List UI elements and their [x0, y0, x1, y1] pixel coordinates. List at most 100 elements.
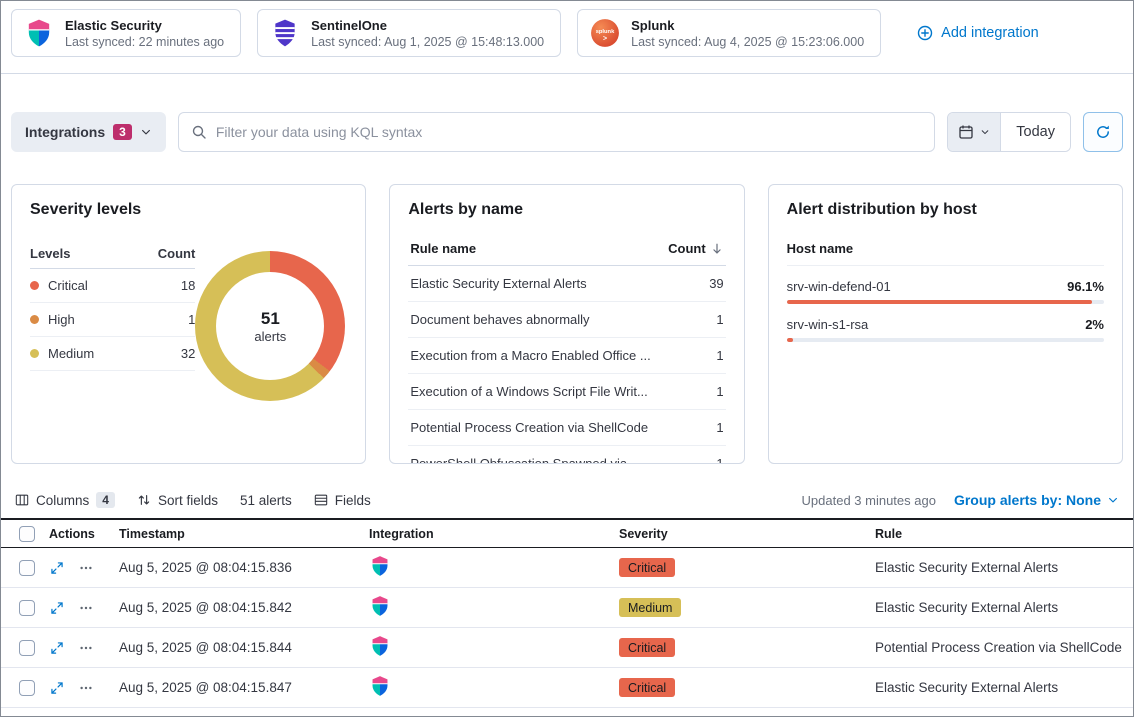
kql-search-box [177, 112, 936, 152]
alert-timestamp: Aug 5, 2025 @ 08:04:15.844 [119, 640, 292, 655]
severity-label: Critical [48, 278, 88, 293]
host-percentage: 96.1% [1067, 279, 1104, 294]
elastic-security-logo-icon [24, 18, 54, 48]
severity-badge: Medium [619, 598, 682, 617]
severity-donut: 51 alerts [195, 251, 346, 401]
rule-count-row: Elastic Security External Alerts 39 [408, 266, 726, 302]
sort-fields-button[interactable]: Sort fields [137, 493, 218, 508]
columns-icon [15, 493, 29, 507]
chevron-down-icon [980, 127, 990, 137]
alerts-count: 51 alerts [240, 492, 292, 508]
integration-card-splunk[interactable]: Splunk Last synced: Aug 4, 2025 @ 15:23:… [577, 9, 882, 57]
severity-count: 32 [180, 346, 196, 361]
refresh-button[interactable] [1083, 112, 1123, 152]
col-count: Count [668, 241, 706, 256]
rule-count-row: Execution of a Windows Script File Writ.… [408, 374, 726, 410]
more-actions-icon[interactable] [79, 641, 93, 655]
rule-count: 1 [716, 384, 724, 399]
row-checkbox[interactable] [19, 679, 35, 696]
rule-name: Elastic Security External Alerts [410, 276, 587, 291]
date-quick-select-button[interactable] [948, 113, 1002, 151]
severity-table-header: Levels Count [30, 239, 196, 269]
expand-alert-icon[interactable] [50, 561, 64, 575]
col-timestamp: Timestamp [119, 526, 185, 541]
host-bar-track [786, 338, 1104, 342]
alert-timestamp: Aug 5, 2025 @ 08:04:15.847 [119, 680, 292, 695]
columns-button[interactable]: Columns 4 [15, 492, 115, 508]
more-actions-icon[interactable] [79, 681, 93, 695]
date-range-button[interactable]: Today [1001, 113, 1070, 151]
integration-card-text: Elastic Security Last synced: 22 minutes… [65, 18, 224, 49]
group-alerts-by-button[interactable]: Group alerts by: None [954, 492, 1119, 508]
calendar-icon [958, 124, 974, 140]
elastic-security-logo-icon [369, 595, 391, 617]
rule-name: Document behaves abnormally [410, 312, 590, 327]
alert-rule: Elastic Security External Alerts [875, 680, 1059, 695]
fields-label: Fields [334, 492, 371, 508]
row-checkbox[interactable] [19, 639, 35, 656]
more-actions-icon[interactable] [79, 561, 93, 575]
more-actions-icon[interactable] [79, 601, 93, 615]
alert-rule: Elastic Security External Alerts [875, 560, 1059, 575]
rule-count-row: Potential Process Creation via ShellCode… [408, 410, 726, 446]
host-name: srv-win-s1-rsa [786, 317, 869, 332]
fields-icon [314, 493, 328, 507]
add-integration-button[interactable]: Add integration [917, 25, 1039, 41]
integration-card-sentinelone[interactable]: SentinelOne Last synced: Aug 1, 2025 @ 1… [257, 9, 562, 57]
col-count-sort[interactable]: Count [668, 241, 724, 256]
elastic-security-logo-icon [369, 675, 391, 697]
integrations-filter-button[interactable]: Integrations 3 [11, 112, 166, 152]
integration-name: Splunk [631, 17, 675, 33]
expand-alert-icon[interactable] [50, 681, 64, 695]
row-checkbox[interactable] [19, 559, 35, 576]
host-name: srv-win-defend-01 [786, 279, 891, 294]
integrations-bar: Elastic Security Last synced: 22 minutes… [1, 1, 1133, 57]
severity-body: Levels Count Critical 18 High 1 [30, 239, 347, 401]
chevron-down-icon [1107, 494, 1119, 506]
sort-fields-label: Sort fields [157, 492, 218, 508]
host-bar-fill [786, 300, 1092, 304]
severity-label: High [48, 312, 75, 327]
integration-card-elastic-security[interactable]: Elastic Security Last synced: 22 minutes… [11, 9, 242, 57]
rule-count: 1 [716, 420, 724, 435]
severity-count: 18 [180, 278, 196, 293]
integration-last-synced: Last synced: 22 minutes ago [65, 34, 225, 49]
rule-count: 1 [716, 456, 724, 464]
col-integration: Integration [369, 526, 434, 541]
integrations-count-badge: 3 [113, 124, 132, 140]
alert-rule: Potential Process Creation via ShellCode [875, 640, 1122, 655]
fields-button[interactable]: Fields [314, 493, 371, 508]
expand-alert-icon[interactable] [50, 641, 64, 655]
host-bar-fill [786, 338, 793, 342]
host-percentage: 2% [1085, 317, 1104, 332]
alert-row: Aug 5, 2025 @ 08:04:15.847 Critical Elas… [1, 668, 1133, 708]
severity-badge: Critical [619, 638, 676, 657]
integration-card-text: SentinelOne Last synced: Aug 1, 2025 @ 1… [311, 18, 544, 49]
severity-levels-panel: Severity levels Levels Count Critical 18… [11, 184, 367, 464]
rule-count-row: Execution from a Macro Enabled Office ..… [408, 338, 726, 374]
select-all-checkbox[interactable] [19, 525, 35, 542]
col-actions: Actions [49, 526, 95, 541]
alerts-by-name-panel: Alerts by name Rule name Count Elastic S… [389, 184, 745, 464]
host-row: srv-win-defend-01 96.1% [786, 266, 1104, 304]
add-integration-label: Add integration [941, 25, 1039, 41]
col-count: Count [157, 246, 196, 261]
alerts-toolbar: Columns 4 Sort fields 51 alerts Fields U… [15, 492, 1119, 508]
col-severity: Severity [619, 526, 668, 541]
col-rule: Rule [875, 526, 903, 541]
alert-distribution-panel: Alert distribution by host Host name srv… [767, 184, 1123, 464]
alert-rule: Elastic Security External Alerts [875, 600, 1059, 615]
integration-last-synced: Last synced: Aug 1, 2025 @ 15:48:13.000 [311, 34, 545, 49]
plus-circle-icon [917, 25, 933, 41]
date-picker: Today [947, 112, 1071, 152]
alerts-table-header: Actions Timestamp Integration Severity R… [1, 518, 1133, 548]
rule-count-row-clipped: PowerShell Obfuscation Spawned via ... 1 [408, 446, 725, 464]
sort-icon [137, 493, 151, 507]
medium-dot-icon [30, 349, 39, 358]
expand-alert-icon[interactable] [50, 601, 64, 615]
row-checkbox[interactable] [19, 599, 35, 616]
kql-search-input[interactable] [215, 124, 923, 140]
severity-count: 1 [188, 312, 196, 327]
integration-last-synced: Last synced: Aug 4, 2025 @ 15:23:06.000 [631, 34, 865, 49]
